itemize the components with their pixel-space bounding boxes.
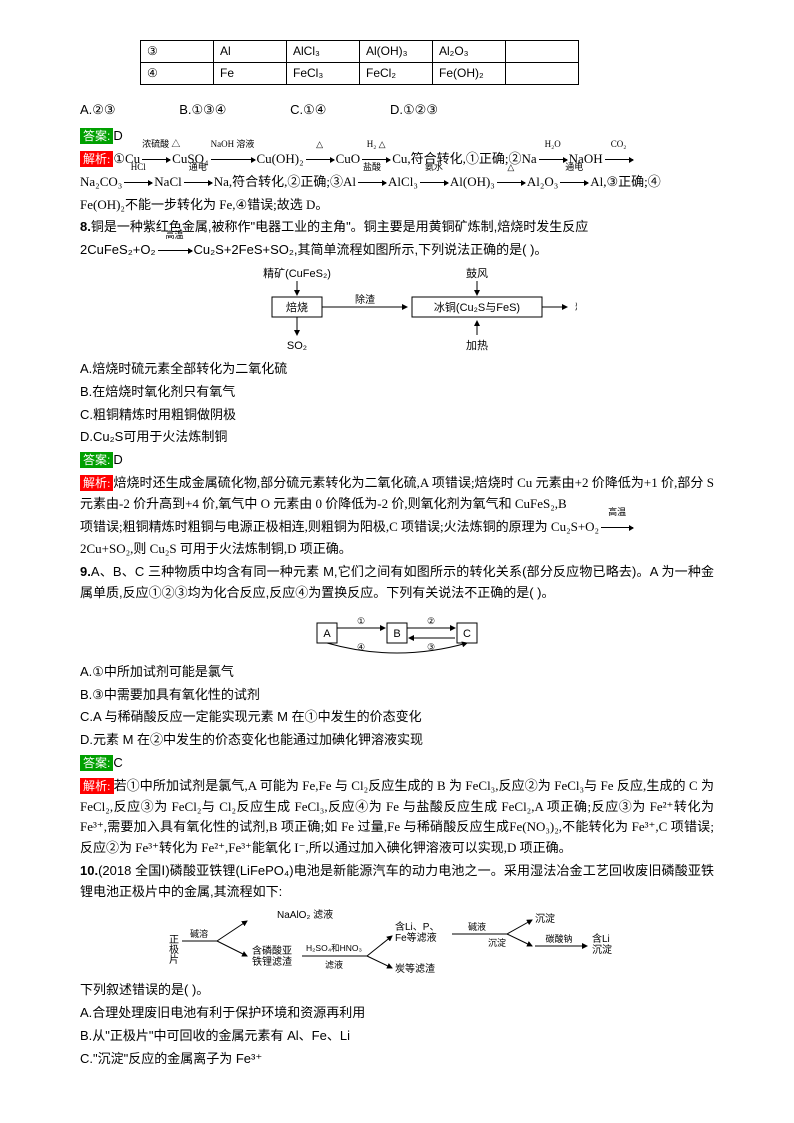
q9-answer: 答案:C <box>80 753 714 774</box>
q9-opt-c: C.A 与稀硝酸反应一定能实现元素 M 在①中发生的价态变化 <box>80 707 714 728</box>
svg-text:碱溶: 碱溶 <box>190 928 208 939</box>
q8-opt-b: B.在焙烧时氧化剂只有氧气 <box>80 382 714 403</box>
svg-text:碳酸钠: 碳酸钠 <box>545 933 572 944</box>
svg-text:B: B <box>393 628 400 640</box>
svg-text:鼓风: 鼓风 <box>466 266 488 280</box>
option-d: D.①②③ <box>390 100 438 121</box>
q10-flow-diagram: 正极片 碱溶 NaAlO₂ 滤液 含磷酸亚铁锂滤渣 H₂SO₄和HNO₃ 滤液 … <box>157 906 637 976</box>
svg-text:NaAlO₂ 滤液: NaAlO₂ 滤液 <box>277 908 333 921</box>
svg-text:正极片: 正极片 <box>167 934 179 965</box>
q9-diagram: A B C ① ② ③ ④ <box>307 608 487 658</box>
q10-opt-c: C."沉淀"反应的金属离子为 Fe³⁺ <box>80 1049 714 1070</box>
formula-table: ③AlAlCl₃Al(OH)₃Al₂O₃ ④FeFeCl₃FeCl₂Fe(OH)… <box>140 40 579 85</box>
svg-text:含Li、P、Fe等滤液: 含Li、P、Fe等滤液 <box>395 920 439 944</box>
q8-analysis-2: 项错误;粗铜精炼时粗铜与电源正极相连,则粗铜为阳极,C 项错误;火法炼铜的原理为… <box>80 517 714 538</box>
q8-answer: 答案:D <box>80 450 714 471</box>
q8-opt-d: D.Cu₂S可用于火法炼制铜 <box>80 427 714 448</box>
q8-equation: 2CuFeS₂+O₂高温Cu₂S+2FeS+SO₂,其简单流程如图所示,下列说法… <box>80 240 714 261</box>
option-c: C.①④ <box>290 100 326 121</box>
q9-opt-b: B.③中需要加具有氧化性的试剂 <box>80 685 714 706</box>
table-row: ④FeFeCl₃FeCl₂Fe(OH)₂ <box>141 63 579 85</box>
svg-text:含Li沉淀: 含Li沉淀 <box>592 932 612 956</box>
q10-opt-b: B.从"正极片"中可回收的金属元素有 Al、Fe、Li <box>80 1026 714 1047</box>
q9-analysis: 解析:若①中所加试剂是氯气,A 可能为 Fe,Fe 与 Cl₂反应生成的 B 为… <box>80 776 714 859</box>
option-a: A.②③ <box>80 100 116 121</box>
svg-text:④: ④ <box>357 642 365 652</box>
svg-text:SO₂: SO₂ <box>287 340 307 352</box>
svg-text:滤液: 滤液 <box>325 959 343 970</box>
svg-text:加热: 加热 <box>466 339 488 352</box>
q7-analysis-1: 解析:①Cu浓硫酸 △CuSO₄NaOH 溶液Cu(OH)₂△CuOH₂ △Cu… <box>80 149 714 170</box>
svg-text:A: A <box>323 628 331 640</box>
svg-text:H₂SO₄和HNO₃: H₂SO₄和HNO₃ <box>306 943 362 953</box>
svg-text:沉淀: 沉淀 <box>535 912 555 925</box>
q7-options: A.②③ B.①③④ C.①④ D.①②③ <box>80 100 714 121</box>
q7-analysis-2: Na₂CO₃HClNaCl通电Na,符合转化,②正确;③Al盐酸AlCl₃氨水A… <box>80 172 714 193</box>
q9-opt-d: D.元素 M 在②中发生的价态变化也能通过加碘化钾溶液实现 <box>80 730 714 751</box>
svg-text:①: ① <box>357 616 365 626</box>
svg-text:②: ② <box>427 616 435 626</box>
svg-text:碱液: 碱液 <box>468 921 486 932</box>
q9-stem: 9.A、B、C 三种物质中均含有同一种元素 M,它们之间有如图所示的转化关系(部… <box>80 562 714 604</box>
svg-text:沉淀: 沉淀 <box>488 937 506 948</box>
q8-analysis-3: 2Cu+SO₂,则 Cu₂S 可用于火法炼制铜,D 项正确。 <box>80 539 714 560</box>
svg-text:C: C <box>463 628 471 640</box>
svg-text:焙烧: 焙烧 <box>286 300 308 314</box>
q8-opt-c: C.粗铜精炼时用粗铜做阴极 <box>80 405 714 426</box>
svg-text:冰铜(Cu₂S与FeS): 冰铜(Cu₂S与FeS) <box>434 300 520 314</box>
table-row: ③AlAlCl₃Al(OH)₃Al₂O₃ <box>141 41 579 63</box>
q7-analysis-3: Fe(OH)₂不能一步转化为 Fe,④错误;故选 D。 <box>80 195 714 216</box>
option-b: B.①③④ <box>179 100 226 121</box>
svg-text:精矿(CuFeS₂): 精矿(CuFeS₂) <box>263 267 331 280</box>
q10-stem2: 下列叙述错误的是( )。 <box>80 980 714 1001</box>
q9-opt-a: A.①中所加试剂可能是氯气 <box>80 662 714 683</box>
q8-opt-a: A.焙烧时硫元素全部转化为二氧化硫 <box>80 359 714 380</box>
svg-text:炭等滤渣: 炭等滤渣 <box>395 962 435 975</box>
svg-text:含磷酸亚铁锂滤渣: 含磷酸亚铁锂滤渣 <box>252 944 292 968</box>
q10-opt-a: A.合理处理废旧电池有利于保护环境和资源再利用 <box>80 1003 714 1024</box>
svg-text:除渣: 除渣 <box>355 293 375 306</box>
q10-stem: 10.(2018 全国Ⅰ)磷酸亚铁锂(LiFePO₄)电池是新能源汽车的动力电池… <box>80 861 714 903</box>
svg-text:粗铜: 粗铜 <box>575 300 577 314</box>
q8-flow-diagram: 精矿(CuFeS₂) 鼓风 焙烧 冰铜(Cu₂S与FeS) 除渣 粗铜 SO₂ … <box>217 265 577 355</box>
